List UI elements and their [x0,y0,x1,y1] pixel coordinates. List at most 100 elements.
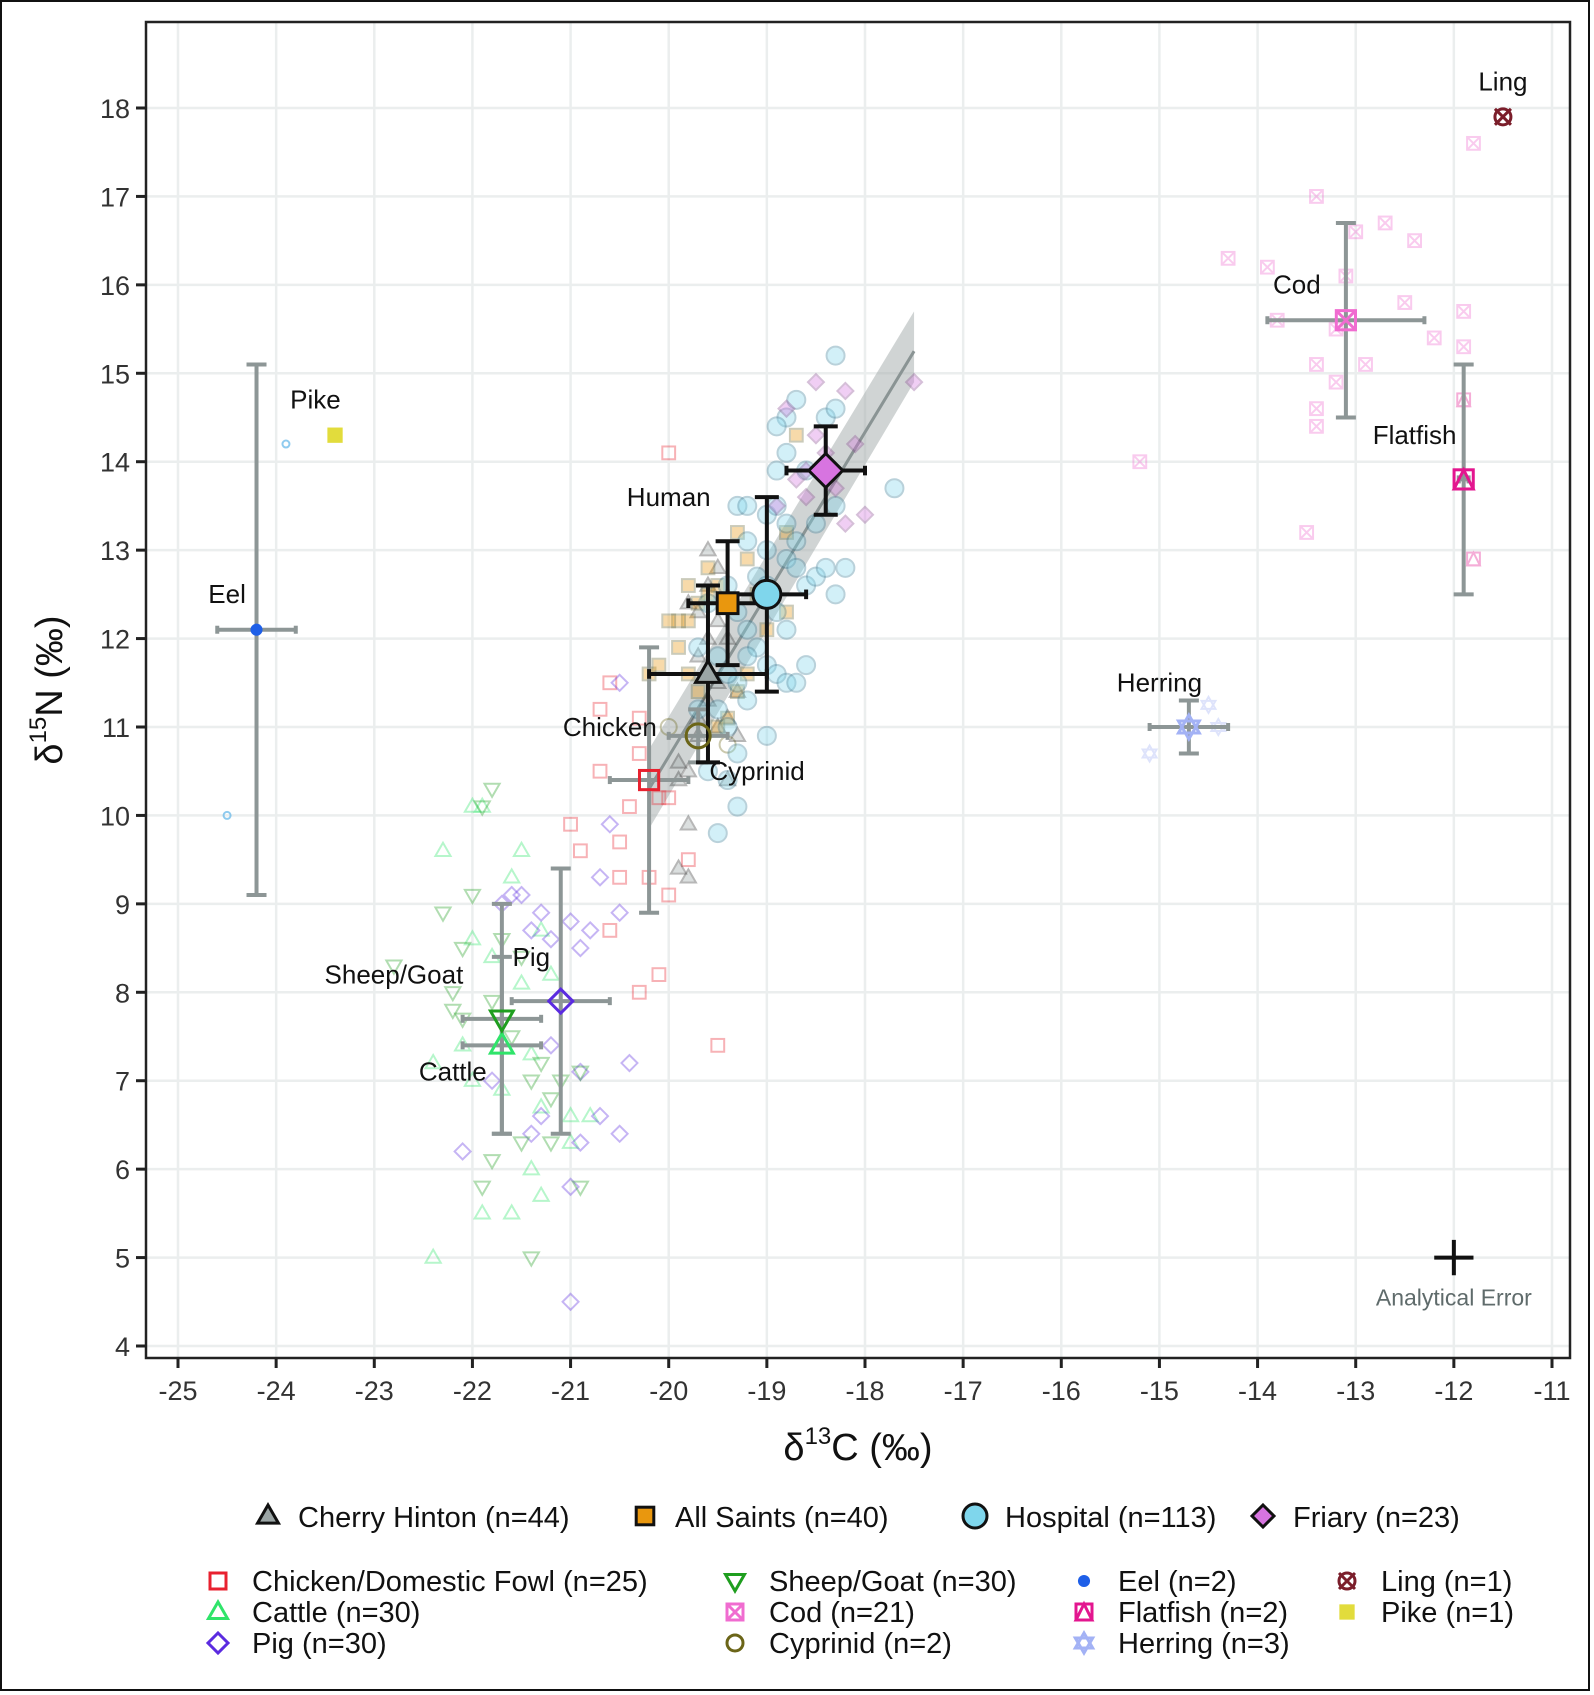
diamond-shape [600,814,620,834]
square-shape [710,719,726,735]
plot-panel [146,22,1570,1358]
annotation-cod: Cod [1273,270,1321,300]
square-shape [602,675,618,691]
square-shape [680,578,696,593]
data-point-hospital [796,655,817,676]
mean-marker-cod [1334,309,1358,332]
data-point-cod [1456,339,1472,355]
triangle-shape [708,716,728,734]
x-tick-label: -25 [158,1376,197,1406]
triangle-down-shape [521,1074,541,1091]
triangle-down-shape [472,1180,492,1197]
data-point-cherry-hinton [679,814,698,831]
square-shape [730,684,745,700]
diamond-shape [620,1053,639,1073]
x-tick-label: -12 [1434,1376,1473,1406]
square-shape [572,843,588,859]
cross-shape [1427,330,1442,346]
circle-shape [707,699,728,720]
triangle-shape [254,1501,282,1525]
circle-shape [776,442,797,463]
error-bar-sheep-goat [460,901,544,1136]
data-point-all-saints [700,560,716,576]
cross-shape [1407,233,1422,248]
gridlines [146,22,1570,1358]
data-point-sheep-goat [541,1136,561,1153]
square-shape [631,984,647,1000]
cross-shape [1299,525,1314,540]
diamond-shape [521,1124,541,1144]
legend-swatch [1077,1574,1091,1588]
data-point-hospital [825,398,846,419]
data-point-chicken-domestic-fowl [572,843,588,859]
data-point-sheep-goat [463,888,482,906]
square-shape [671,640,686,655]
square-shape [1377,215,1393,231]
data-point-cattle [531,1185,551,1202]
square-shape [612,834,628,850]
triangle-down-shape [531,1056,551,1074]
triangle-shape [688,646,708,663]
legend-swatch [1337,1571,1357,1591]
data-point-sheep-goat [482,782,502,799]
data-point-cattle [423,1053,443,1070]
data-point-all-saints [680,613,696,629]
data-point-cattle [463,1070,482,1087]
data-point-chicken-domestic-fowl [602,922,618,938]
annotation-cyprinid: Cyprinid [709,756,804,786]
data-point-pig [531,903,551,923]
data-point-pig [561,1177,580,1197]
data-point-all-saints [680,578,696,593]
circle-shape [786,672,807,693]
data-point-sheep-goat [571,1180,590,1197]
data-point-pig [512,885,531,905]
square-shape [1309,357,1324,372]
legend-swatch [961,1502,989,1530]
diamond-shape [796,487,816,507]
triangle-shape [728,681,747,698]
legend-swatch [205,1630,231,1656]
legend-item-friary: Friary (n=23) [1249,1502,1460,1534]
circle-shape [1077,1574,1091,1588]
data-point-pig [541,1035,561,1055]
square-shape [1309,189,1324,204]
data-point-pig [570,938,590,958]
data-point-sheep-goat [453,941,472,959]
square-shape [637,768,661,792]
circle-shape [737,619,758,640]
data-point-cattle [531,1097,551,1114]
x-axis-title-rest: C (‰) [831,1427,932,1469]
y-tick-label: 9 [115,890,130,920]
data-point-hospital [825,345,846,366]
data-point-cattle [463,929,482,946]
triangle-down-shape [521,1251,541,1268]
square-shape [710,1037,726,1053]
data-point-hospital [825,495,846,516]
data-point-hospital [737,495,758,516]
data-point-hospital [884,478,905,499]
triangle-shape [1199,694,1218,710]
triangle-down-shape [482,782,502,799]
data-point-cherry-hinton [679,867,698,884]
cross-shape [1493,107,1512,126]
data-point-sheep-goat [482,994,502,1012]
diamond-shape [205,1630,231,1656]
triangle-down-shape [512,1136,531,1153]
diamond-shape [561,912,580,931]
square-shape [651,967,667,983]
legend-label: Cherry Hinton (n=44) [298,1502,570,1534]
data-point-eel [281,439,291,449]
annotation-herring: Herring [1117,668,1202,698]
data-point-cod [1348,224,1364,240]
data-point-cod [1358,357,1373,372]
triangle-shape [463,1070,482,1087]
mean-marker-cyprinid [684,722,712,750]
mean-marker-friary [806,451,845,490]
diamond-shape [521,920,541,940]
data-point-sheep-goat [433,906,453,923]
circle-shape [756,725,777,746]
mean-marker-sheep-goat [487,1009,516,1034]
data-point-chicken-domestic-fowl [612,834,628,850]
square-shape [631,710,647,726]
legend-swatch [725,1633,745,1653]
